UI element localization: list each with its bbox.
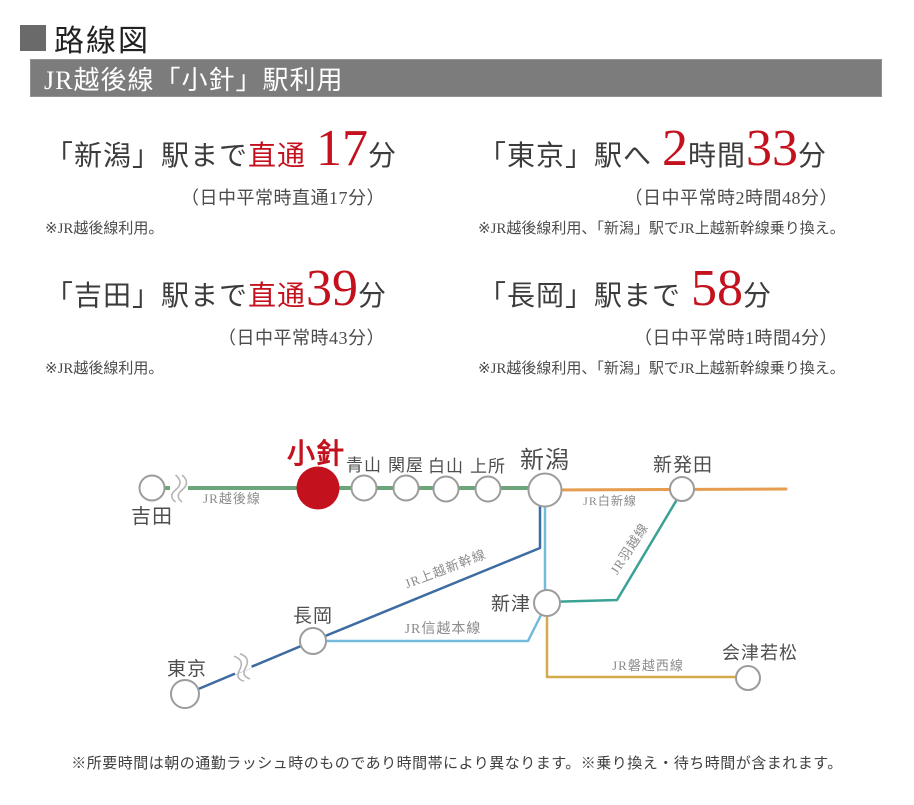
station-label-tokyo: 東京 bbox=[167, 658, 207, 680]
heading-square-icon bbox=[20, 25, 46, 51]
station-label-sekiya: 関屋 bbox=[388, 456, 424, 475]
travel-card-tokyo: 「東京」駅へ 2 時間 33 分 （日中平常時2時間48分） ※JR越後線利用、「新潟」駅で… bbox=[478, 120, 862, 238]
station-kobari bbox=[296, 466, 340, 510]
line-shinetsu bbox=[325, 601, 549, 643]
station-aoyama bbox=[350, 474, 378, 502]
station-tokyo bbox=[170, 679, 200, 709]
station-shibata bbox=[669, 476, 695, 502]
travel-card-note: ※JR越後線利用、「新潟」駅でJR上越新幹線乗り換え。 bbox=[478, 360, 845, 377]
line-label-uetsu: JR羽越線 bbox=[607, 520, 651, 577]
station-niigata bbox=[527, 472, 563, 508]
title-segment: 分 bbox=[358, 281, 388, 312]
station-label-aizu-wakamatsu: 会津若松 bbox=[722, 643, 798, 663]
title-segment: 分 bbox=[798, 141, 828, 172]
title-segment: 分 bbox=[368, 141, 398, 172]
travel-card-subtime: （日中平常時43分） bbox=[218, 327, 385, 348]
line-label-banetsu-west: JR磐越西線 bbox=[612, 658, 684, 673]
travel-card-title: 「長岡」駅まで 58 分 bbox=[478, 260, 862, 317]
section-banner: JR越後線「小針」駅利用 bbox=[30, 59, 882, 97]
line-label-echigo: JR越後線 bbox=[203, 491, 261, 506]
station-label-aoyama: 青山 bbox=[346, 456, 382, 475]
travel-card-subtime: （日中平常時1時間4分） bbox=[634, 327, 838, 348]
travel-card-niigata: 「新潟」駅まで 直通 17 分 （日中平常時直通17分） ※JR越後線利用。 bbox=[45, 120, 396, 238]
section-banner-title: JR越後線「小針」駅利用 bbox=[44, 65, 344, 95]
title-segment: 39 bbox=[306, 260, 359, 317]
title-segment: 直通 bbox=[248, 281, 307, 312]
travel-card-subtime: （日中平常時直通17分） bbox=[181, 187, 385, 208]
station-sekiya bbox=[392, 474, 420, 502]
station-label-kobari: 小針 bbox=[287, 437, 345, 470]
title-segment: 「新潟」駅まで bbox=[45, 141, 249, 172]
travel-card-yoshida: 「吉田」駅まで 直通 39 分 （日中平常時43分） ※JR越後線利用。 bbox=[45, 260, 391, 378]
line-uetsu bbox=[545, 489, 684, 604]
title-segment: 「長岡」駅まで bbox=[478, 281, 682, 312]
footer-disclaimer: ※所要時間は朝の通勤ラッシュ時のものであり時間帯により異なります。※乗り換え・待… bbox=[71, 756, 843, 772]
line-joetsu-shinkansen bbox=[194, 490, 542, 692]
travel-card-subtime: （日中平常時2時間48分） bbox=[624, 187, 838, 208]
title-segment: 17 bbox=[316, 120, 369, 177]
title-segment: 33 bbox=[746, 120, 799, 177]
station-label-nagaoka: 長岡 bbox=[293, 606, 333, 627]
line-label-joetsu-shinkansen: JR上越新幹線 bbox=[403, 546, 488, 591]
title-segment: 2 bbox=[662, 120, 689, 177]
travel-card-note: ※JR越後線利用。 bbox=[45, 360, 164, 377]
travel-card-note: ※JR越後線利用。 bbox=[45, 220, 164, 237]
line-hakushin bbox=[543, 487, 788, 492]
title-segment: 直通 bbox=[248, 141, 307, 172]
station-label-hakusan: 白山 bbox=[428, 457, 464, 476]
station-nagaoka bbox=[299, 627, 327, 655]
line-break-mark bbox=[170, 474, 188, 503]
travel-card-title: 「吉田」駅まで 直通 39 分 bbox=[45, 260, 391, 317]
title-segment: 時間 bbox=[688, 141, 747, 172]
line-break-mark bbox=[231, 653, 253, 683]
page-title: 路線図 bbox=[54, 25, 150, 58]
station-label-yoshida: 吉田 bbox=[131, 505, 173, 528]
line-label-hakushin: JR白新線 bbox=[583, 493, 637, 508]
title-segment: 「東京」駅へ bbox=[478, 141, 653, 172]
station-aizu-wakamatsu bbox=[735, 665, 761, 691]
title-segment: 58 bbox=[691, 260, 744, 317]
line-label-shinetsu: JR信越本線 bbox=[405, 621, 482, 637]
travel-card-title: 「新潟」駅まで 直通 17 分 bbox=[45, 120, 396, 177]
station-kamitokoro bbox=[474, 475, 502, 503]
station-niitsu bbox=[533, 589, 561, 617]
station-label-shibata: 新発田 bbox=[653, 454, 713, 476]
title-segment: 分 bbox=[743, 281, 773, 312]
station-label-niitsu: 新津 bbox=[491, 593, 531, 615]
line-banetsu-west bbox=[545, 604, 738, 679]
station-label-niigata: 新潟 bbox=[520, 447, 570, 474]
travel-card-note: ※JR越後線利用、「新潟」駅でJR上越新幹線乗り換え。 bbox=[478, 220, 845, 237]
station-hakusan bbox=[432, 475, 460, 503]
station-yoshida bbox=[138, 474, 166, 502]
title-segment: 「吉田」駅まで bbox=[45, 281, 249, 312]
station-label-kamitokoro: 上所 bbox=[470, 457, 506, 476]
page-header: 路線図 bbox=[20, 16, 150, 60]
travel-card-title: 「東京」駅へ 2 時間 33 分 bbox=[478, 120, 862, 177]
travel-card-nagaoka: 「長岡」駅まで 58 分 （日中平常時1時間4分） ※JR越後線利用、「新潟」駅でJR上… bbox=[478, 260, 862, 378]
